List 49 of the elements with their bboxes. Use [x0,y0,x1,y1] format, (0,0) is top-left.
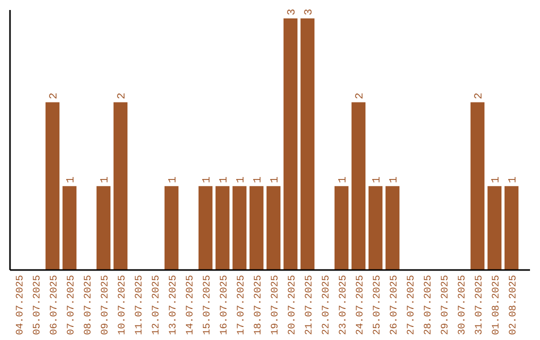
x-tick-label: 27.07.2025 [406,275,418,336]
x-tick-label: 12.07.2025 [152,275,162,336]
data-label: 1 [372,176,384,184]
data-label: 1 [66,176,78,184]
x-tick-label: 06.07.2025 [50,275,60,336]
x-tick-label: 21.07.2025 [304,275,316,336]
data-label: 1 [202,176,214,184]
x-tick-label: 17.07.2025 [236,275,248,336]
x-tick-label: 24.07.2025 [356,275,366,336]
x-tick-label: 29.07.2025 [440,275,452,336]
x-tick-label: 19.07.2025 [270,275,282,336]
x-tick-label: 28.07.2025 [424,275,434,336]
data-label: 1 [100,176,112,184]
data-label: 1 [508,176,520,184]
x-tick-label: 11.07.2025 [134,275,146,336]
data-label: 1 [236,176,248,184]
x-tick-label: 07.07.2025 [66,275,78,336]
x-tick-label: 14.07.2025 [186,275,196,336]
data-label: 1 [270,176,282,184]
data-label: 3 [286,8,298,16]
data-label: 2 [116,92,128,100]
x-tick-label: 09.07.2025 [100,275,112,336]
x-tick-label: 25.07.2025 [372,275,384,336]
x-tick-label: 05.07.2025 [32,275,44,336]
data-label: 1 [252,176,264,184]
data-label: 1 [168,176,180,184]
x-tick-label: 13.07.2025 [168,275,180,336]
data-label: 3 [304,8,316,16]
data-label: 1 [388,176,400,184]
data-label: 1 [218,176,230,184]
data-label: 2 [354,92,366,100]
data-label: 2 [474,92,486,100]
x-tick-label: 18.07.2025 [254,275,264,336]
x-tick-label: 22.07.2025 [322,275,332,336]
x-tick-label: 20.07.2025 [288,275,298,336]
x-tick-label: 30.07.2025 [458,275,468,336]
x-tick-label: 23.07.2025 [338,275,350,336]
x-tick-label: 31.07.2025 [474,275,486,336]
data-label: 1 [338,176,350,184]
x-tick-label: 08.07.2025 [84,275,94,336]
data-label: 2 [48,92,60,100]
data-label: 1 [490,176,502,184]
x-tick-label: 04.07.2025 [16,275,26,336]
x-tick-label: 02.08.2025 [508,275,520,336]
x-tick-label: 16.07.2025 [220,275,230,336]
x-tick-label: 15.07.2025 [202,275,214,336]
x-tick-label: 01.08.2025 [492,275,502,336]
x-tick-label: 10.07.2025 [118,275,128,336]
x-tick-label: 26.07.2025 [390,275,400,336]
